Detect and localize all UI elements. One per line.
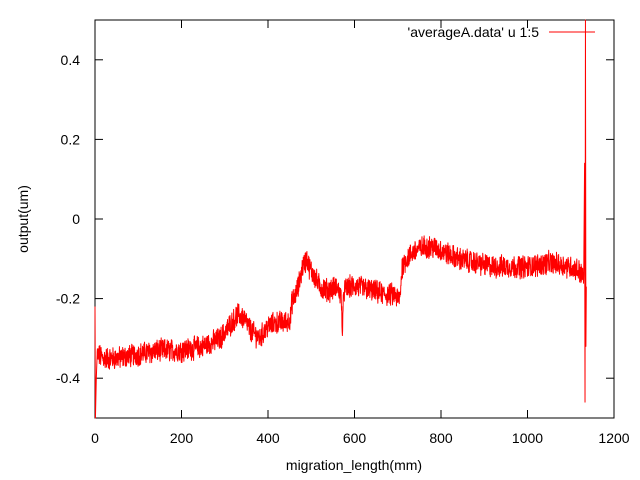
x-axis-label: migration_length(mm) bbox=[286, 457, 422, 473]
legend-label: 'averageA.data' u 1:5 bbox=[408, 24, 540, 40]
x-tick-label: 200 bbox=[170, 430, 194, 446]
x-tick-label: 1000 bbox=[512, 430, 543, 446]
x-tick-label: 400 bbox=[256, 430, 280, 446]
x-tick-label: 600 bbox=[343, 430, 367, 446]
plot-area bbox=[94, 19, 587, 419]
y-tick-labels: -0.4 -0.2 0 0.2 0.4 bbox=[56, 52, 80, 386]
x-tick-label: 800 bbox=[429, 430, 453, 446]
x-tick-label: 0 bbox=[91, 430, 99, 446]
y-tick-label: 0.4 bbox=[61, 52, 81, 68]
y-axis-label: output(um) bbox=[15, 185, 31, 253]
x-tick-labels: 0 200 400 600 800 1000 1200 bbox=[91, 430, 630, 446]
y-tick-label: 0 bbox=[72, 211, 80, 227]
y-tick-label: 0.2 bbox=[61, 131, 81, 147]
series-line bbox=[94, 19, 587, 419]
y-tick-label: -0.4 bbox=[56, 370, 80, 386]
axis-ticks bbox=[94, 20, 615, 418]
x-tick-label: 1200 bbox=[598, 430, 629, 446]
y-tick-label: -0.2 bbox=[56, 291, 80, 307]
legend: 'averageA.data' u 1:5 bbox=[408, 24, 595, 40]
